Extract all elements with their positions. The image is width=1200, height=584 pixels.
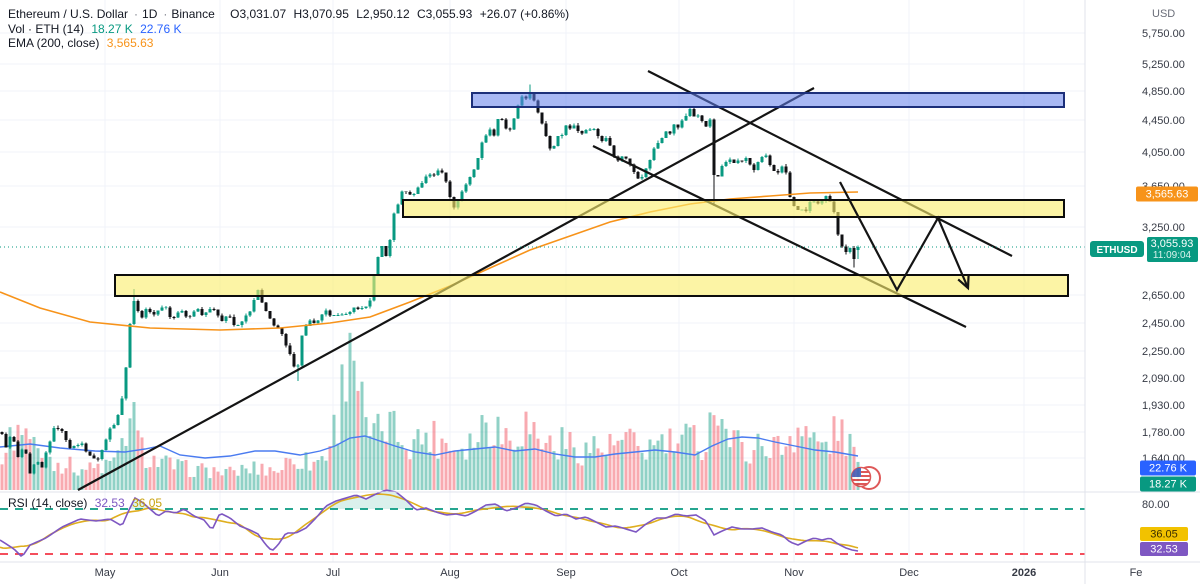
svg-text:3,055.93: 3,055.93 xyxy=(1151,238,1194,250)
price-tick-label: 1,780.00 xyxy=(1142,427,1185,439)
svg-text:11:09:04: 11:09:04 xyxy=(1153,250,1192,261)
price-tick-label: 5,750.00 xyxy=(1142,28,1185,40)
price-tick-label: 3,250.00 xyxy=(1142,222,1185,234)
time-tick-label: Jul xyxy=(326,567,340,579)
publisher-logo-watermark xyxy=(850,466,881,490)
rsi-indicator-label[interactable]: RSI (14, close) xyxy=(8,496,88,510)
rsi-badge[interactable]: 32.53 xyxy=(1140,542,1188,556)
rsi-ma-value: 36.05 xyxy=(132,496,163,510)
forecast-path[interactable] xyxy=(839,181,970,293)
time-tick-label: Nov xyxy=(784,567,804,579)
volume-indicator-label[interactable]: Vol · ETH (14) xyxy=(8,22,85,36)
interval-label[interactable]: 1D xyxy=(142,7,158,21)
rsi-tick-label: 80.00 xyxy=(1142,499,1170,511)
price-tick-label: 4,850.00 xyxy=(1142,86,1185,98)
candlestick-series[interactable] xyxy=(0,84,860,475)
ohlc-low: L2,950.12 xyxy=(356,7,410,21)
svg-text:32.53: 32.53 xyxy=(1150,544,1178,556)
ema-price-badge[interactable]: 3,565.63 xyxy=(1136,186,1198,202)
time-tick-label: Jun xyxy=(211,567,229,579)
volume-ma-line[interactable] xyxy=(0,435,859,459)
symbol-title[interactable]: Ethereum / U.S. Dollar xyxy=(8,7,129,21)
svg-text:18.27 K: 18.27 K xyxy=(1149,479,1188,491)
svg-text:36.05: 36.05 xyxy=(1150,529,1178,541)
ohlc-change: +26.07 (+0.86%) xyxy=(479,7,570,21)
price-tick-label: 1,930.00 xyxy=(1142,400,1185,412)
separator: · xyxy=(134,7,139,21)
rsi-value: 32.53 xyxy=(94,496,125,510)
svg-text:3,565.63: 3,565.63 xyxy=(1146,189,1189,201)
svg-text:22.76 K: 22.76 K xyxy=(1149,463,1188,475)
rsi-legend-row: RSI (14, close) 32.53 36.05 xyxy=(8,496,166,510)
axis-currency-label[interactable]: USD xyxy=(1152,8,1175,20)
rsi-ma-badge[interactable]: 36.05 xyxy=(1140,527,1188,541)
time-tick-label: Aug xyxy=(440,567,460,579)
volume-ma-badge[interactable]: 22.76 K xyxy=(1140,460,1196,476)
volume-series[interactable] xyxy=(0,332,860,490)
time-tick-label: May xyxy=(95,567,116,579)
ohlc-close: C3,055.93 xyxy=(416,7,473,21)
volume-value: 18.27 K xyxy=(91,22,133,36)
forecast-arrowhead xyxy=(957,274,970,291)
ohlc-high: H3,070.95 xyxy=(293,7,349,21)
main-legend-row: Ethereum / U.S. Dollar · 1D · Binance O3,031… xyxy=(8,7,573,21)
ohlc-open: O3,031.07 xyxy=(230,7,287,21)
time-tick-label: Oct xyxy=(670,567,687,579)
rsi-pane[interactable] xyxy=(0,489,1085,558)
rsi-ma-line[interactable] xyxy=(0,493,859,549)
separator: · xyxy=(163,7,168,21)
price-tick-label: 2,450.00 xyxy=(1142,318,1185,330)
price-tick-label: 2,090.00 xyxy=(1142,373,1185,385)
price-tick-label: 2,650.00 xyxy=(1142,290,1185,302)
price-tick-label: 2,250.00 xyxy=(1142,346,1185,358)
demand-zone-yellow-lower[interactable] xyxy=(114,274,1069,297)
resistance-zone-blue[interactable] xyxy=(471,92,1065,108)
price-tick-label: 4,050.00 xyxy=(1142,147,1185,159)
time-tick-label: Dec xyxy=(899,567,919,579)
supply-zone-yellow-upper[interactable] xyxy=(402,199,1065,218)
svg-text:ETHUSD: ETHUSD xyxy=(1096,245,1137,256)
time-tick-label: Sep xyxy=(556,567,576,579)
volume-badge[interactable]: 18.27 K xyxy=(1140,476,1196,492)
rsi-line[interactable] xyxy=(0,489,859,558)
volume-ma-value: 22.76 K xyxy=(140,22,182,36)
ema-indicator-label[interactable]: EMA (200, close) xyxy=(8,36,100,50)
ema-value: 3,565.63 xyxy=(106,36,154,50)
exchange-label: Binance xyxy=(171,7,215,21)
ema-legend-row: EMA (200, close) 3,565.63 xyxy=(8,36,157,50)
volume-legend-row: Vol · ETH (14) 18.27 K 22.76 K xyxy=(8,22,185,36)
price-tick-label: 4,450.00 xyxy=(1142,115,1185,127)
price-tick-label: 5,250.00 xyxy=(1142,59,1185,71)
time-tick-label: Fe xyxy=(1130,567,1143,579)
descending-channel-lower[interactable] xyxy=(592,145,967,328)
time-tick-label: 2026 xyxy=(1012,567,1036,579)
